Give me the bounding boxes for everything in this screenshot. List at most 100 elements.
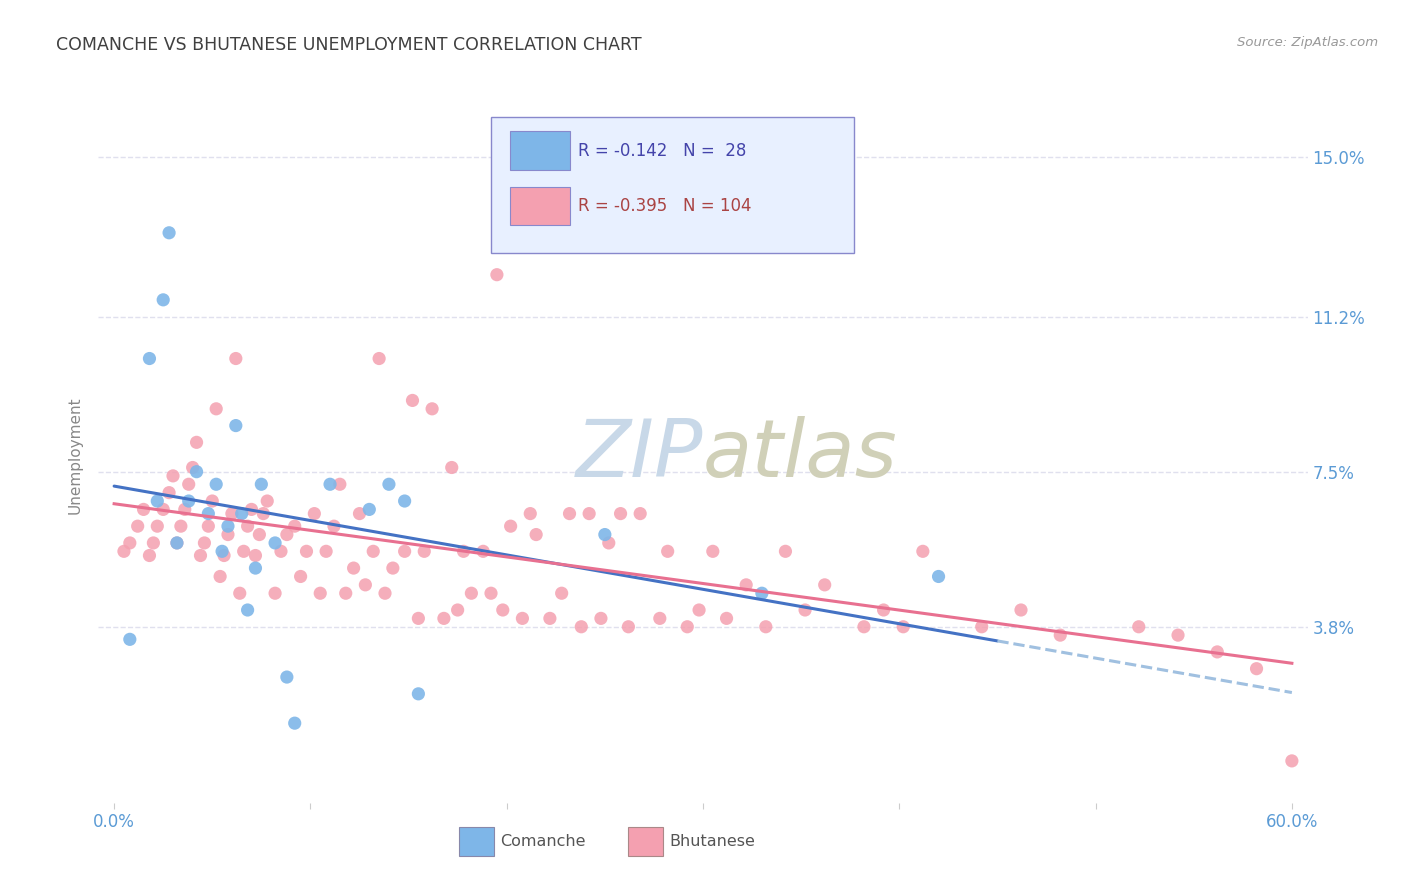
Point: [209, 569, 232, 583]
Point: [304, 507, 326, 521]
Point: [598, 536, 620, 550]
Text: R = -0.395   N = 104: R = -0.395 N = 104: [578, 197, 752, 215]
Point: [394, 494, 416, 508]
Point: [716, 611, 738, 625]
Point: [152, 293, 174, 307]
Point: [245, 561, 267, 575]
Point: [440, 460, 463, 475]
Point: [173, 502, 195, 516]
Point: [609, 507, 631, 521]
Text: Bhutanese: Bhutanese: [669, 834, 755, 849]
Y-axis label: Unemployment: Unemployment: [67, 396, 83, 514]
Point: [1167, 628, 1189, 642]
Point: [492, 603, 515, 617]
Point: [232, 544, 254, 558]
FancyBboxPatch shape: [509, 131, 569, 169]
Point: [252, 507, 274, 521]
Point: [319, 477, 342, 491]
Point: [413, 544, 436, 558]
Point: [211, 544, 233, 558]
Point: [152, 502, 174, 516]
Point: [394, 544, 416, 558]
Point: [166, 536, 188, 550]
Point: [408, 611, 430, 625]
Point: [240, 502, 263, 516]
Point: [231, 507, 253, 521]
Point: [361, 544, 384, 558]
Point: [157, 485, 180, 500]
Point: [479, 586, 502, 600]
Point: [354, 578, 377, 592]
Point: [335, 586, 357, 600]
Point: [284, 519, 307, 533]
Text: ZIP: ZIP: [575, 416, 703, 494]
FancyBboxPatch shape: [492, 118, 855, 253]
FancyBboxPatch shape: [458, 827, 494, 856]
Point: [928, 569, 950, 583]
FancyBboxPatch shape: [628, 827, 664, 856]
Point: [225, 351, 247, 366]
Point: [460, 586, 482, 600]
Point: [381, 561, 404, 575]
Point: [186, 435, 208, 450]
Point: [166, 536, 188, 550]
Point: [329, 477, 352, 491]
Point: [1010, 603, 1032, 617]
Point: [538, 611, 561, 625]
Point: [127, 519, 149, 533]
Point: [250, 477, 273, 491]
Point: [162, 468, 184, 483]
Point: [1206, 645, 1229, 659]
Point: [342, 561, 364, 575]
Point: [735, 578, 758, 592]
Point: [309, 586, 332, 600]
Point: [217, 527, 239, 541]
Point: [589, 611, 612, 625]
Point: [186, 465, 208, 479]
Point: [617, 620, 640, 634]
Point: [315, 544, 337, 558]
Point: [112, 544, 135, 558]
Point: [217, 519, 239, 533]
Text: Comanche: Comanche: [501, 834, 585, 849]
Point: [118, 536, 141, 550]
Point: [374, 586, 396, 600]
Point: [236, 603, 259, 617]
Point: [236, 519, 259, 533]
Point: [970, 620, 993, 634]
Point: [702, 544, 724, 558]
Point: [170, 519, 193, 533]
Point: [205, 477, 228, 491]
Point: [558, 507, 581, 521]
Point: [751, 586, 773, 600]
Point: [593, 527, 616, 541]
Point: [550, 586, 572, 600]
Point: [229, 586, 252, 600]
Point: [256, 494, 278, 508]
Point: [911, 544, 934, 558]
Point: [1128, 620, 1150, 634]
Point: [519, 507, 541, 521]
Point: [401, 393, 423, 408]
Point: [775, 544, 797, 558]
Point: [628, 507, 651, 521]
Point: [446, 603, 468, 617]
Point: [212, 549, 235, 563]
Point: [453, 544, 475, 558]
Point: [852, 620, 875, 634]
Point: [142, 536, 165, 550]
Point: [225, 418, 247, 433]
Point: [190, 549, 212, 563]
Point: [177, 494, 200, 508]
Point: [193, 536, 215, 550]
Point: [499, 519, 522, 533]
Point: [138, 549, 160, 563]
Point: [181, 460, 204, 475]
Point: [264, 536, 287, 550]
Point: [276, 527, 298, 541]
Point: [433, 611, 456, 625]
Point: [177, 477, 200, 491]
Point: [688, 603, 710, 617]
Point: [472, 544, 495, 558]
Point: [323, 519, 346, 533]
